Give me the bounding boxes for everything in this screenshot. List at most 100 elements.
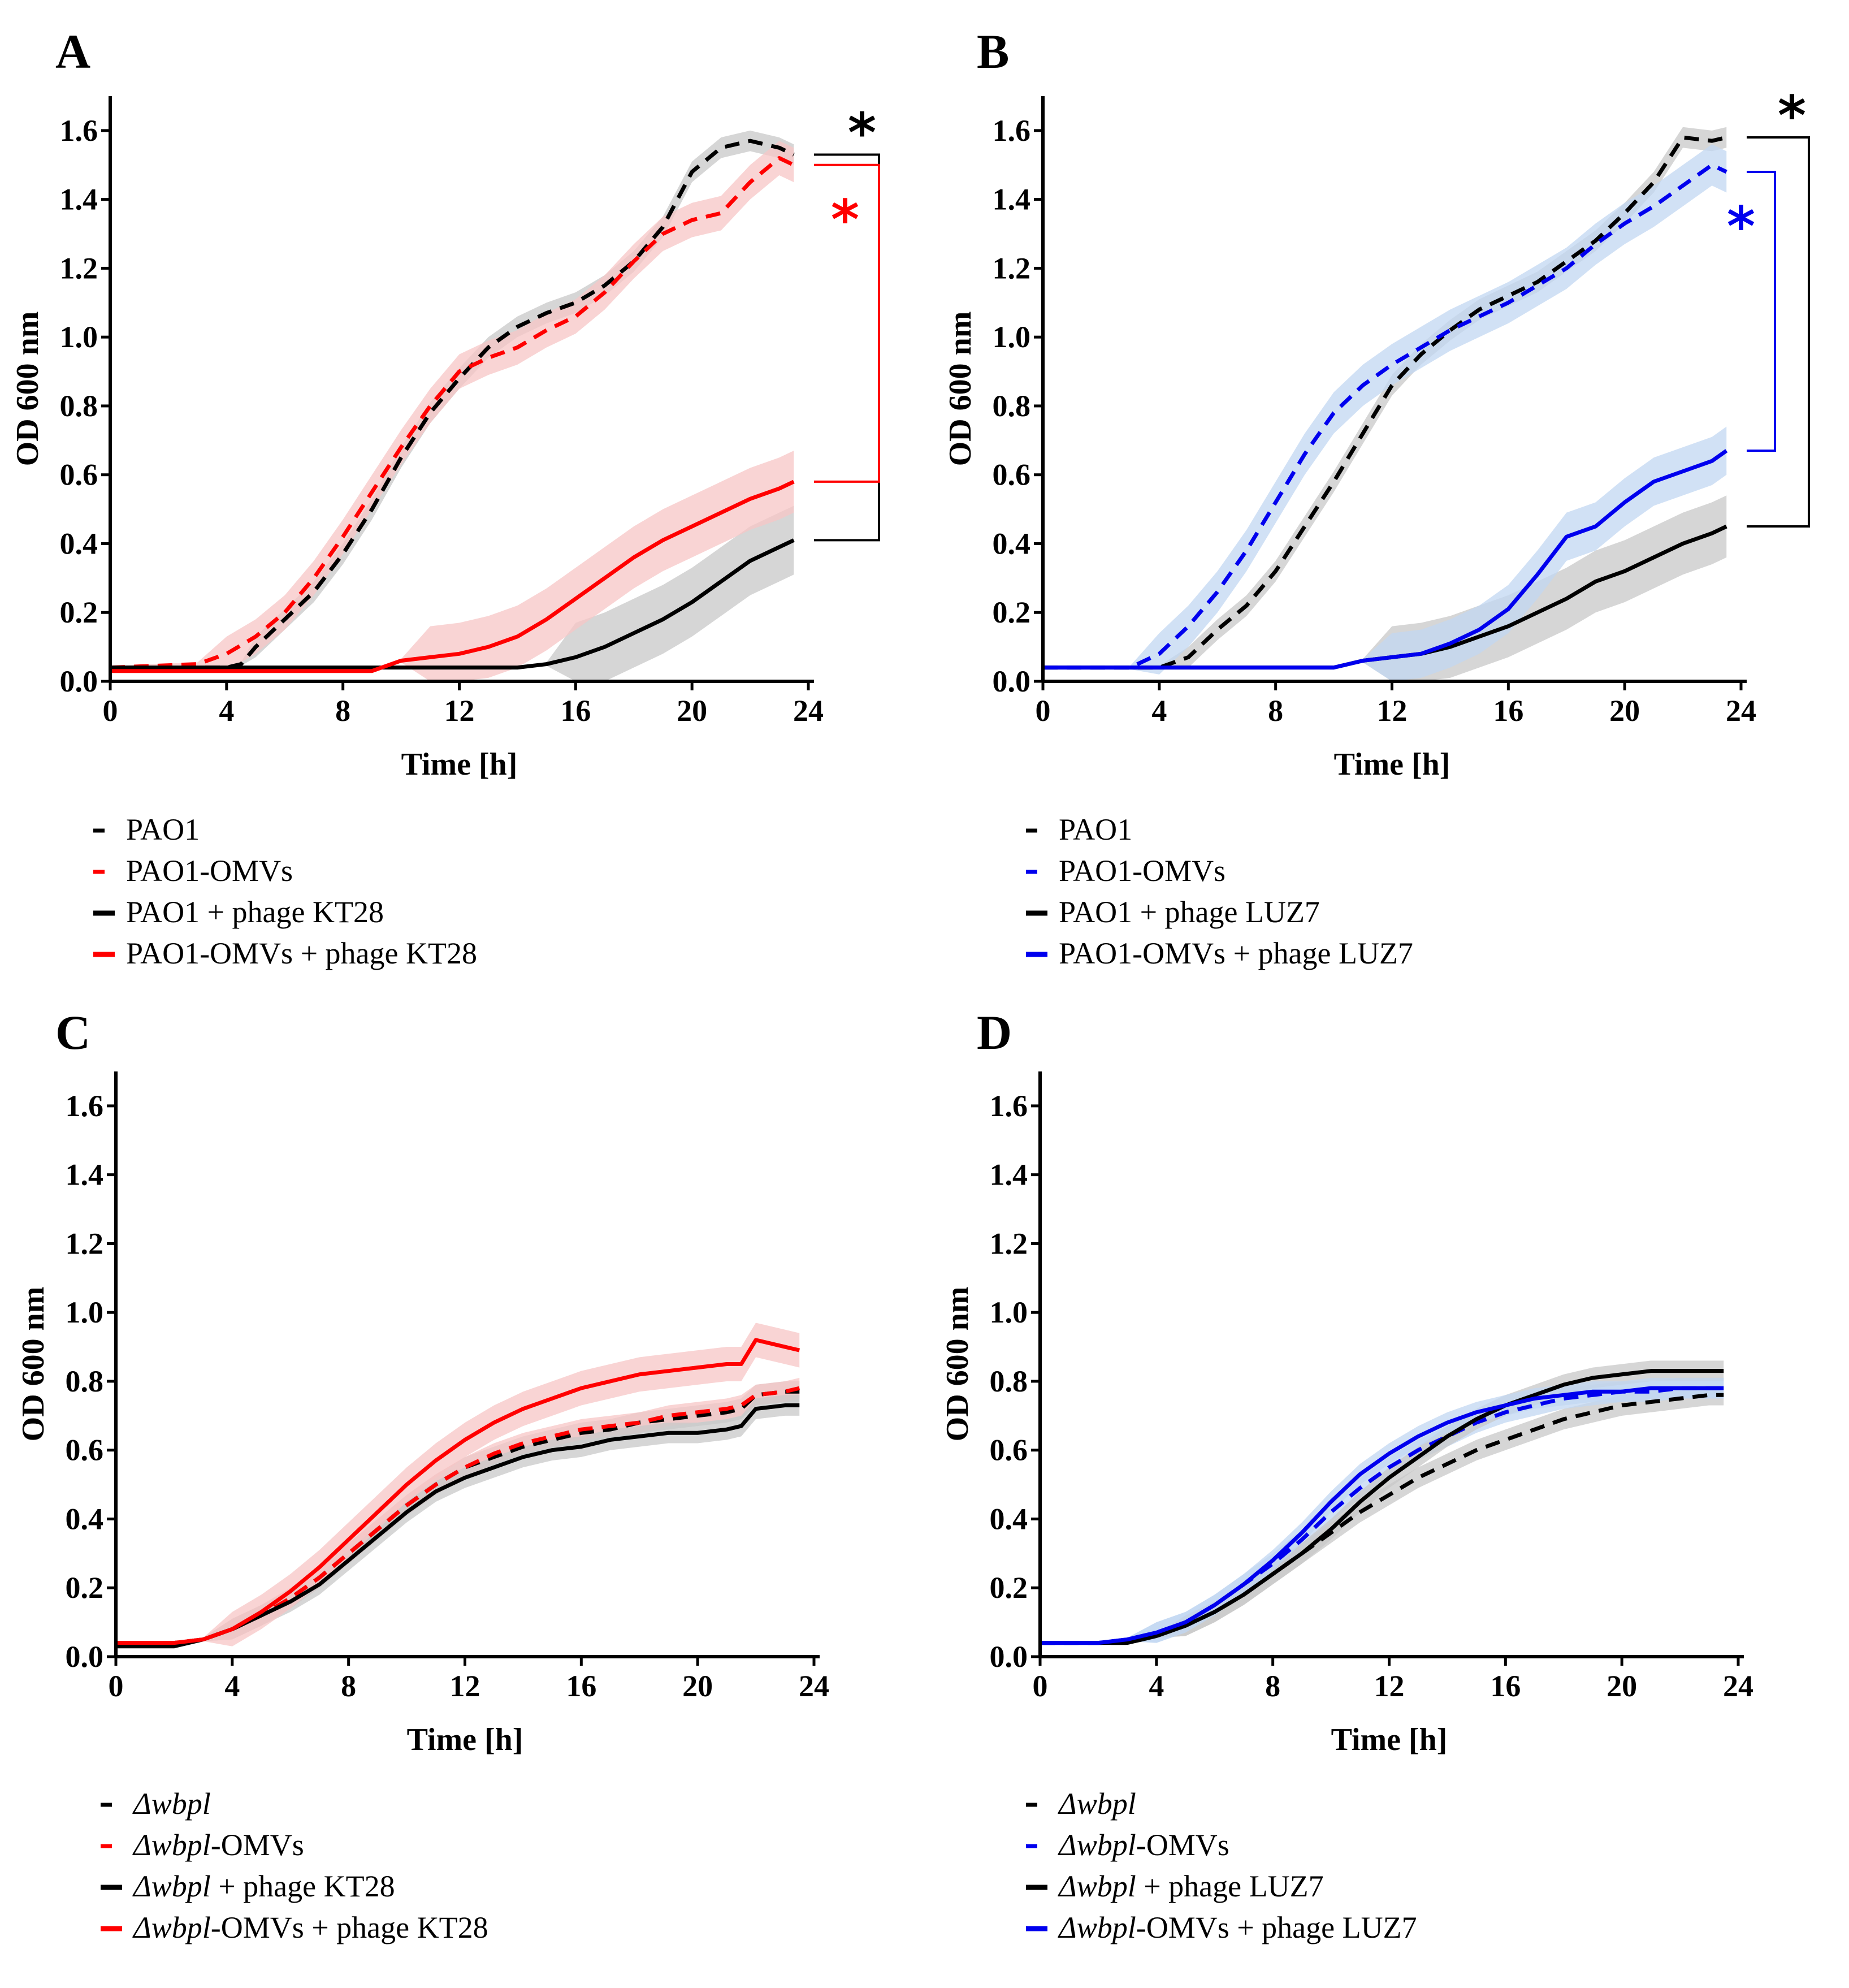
panel-a-y-tick-label: 1.4 bbox=[60, 183, 98, 217]
legend-label-text: -OMVs + phage KT28 bbox=[211, 1911, 488, 1944]
legend-label-text: PAO1 + phage LUZ7 bbox=[1059, 895, 1320, 929]
panel-a-y-tick-label: 1.2 bbox=[60, 251, 98, 285]
panel-a-legend: PAO1 PAO1-OMVs PAO1 + phage KT28 PAO1-OMVs … bbox=[93, 813, 477, 970]
legend-label: PAO1-OMVs + phage LUZ7 bbox=[1059, 936, 1413, 970]
legend-label-text: PAO1 + phage KT28 bbox=[126, 895, 384, 929]
legend-label-italic: Δwbpl bbox=[132, 1828, 211, 1862]
panel-a-band-pao1-omvs bbox=[110, 141, 794, 671]
legend-label-text: + phage LUZ7 bbox=[1136, 1869, 1324, 1903]
panel-b-x-tick-label: 12 bbox=[1377, 694, 1408, 728]
panel-b-band-pao1-phage-luz7 bbox=[1043, 495, 1727, 681]
legend-label: PAO1 + phage LUZ7 bbox=[1059, 895, 1320, 929]
legend-label-text: PAO1 bbox=[1059, 813, 1132, 846]
panel-b-line-pao1-omvs-phage-luz7 bbox=[1043, 449, 1728, 670]
panel-c-legend-item: Δwbpl-OMVs bbox=[101, 1828, 304, 1862]
legend-label-italic: Δwbpl bbox=[132, 1911, 211, 1944]
panel-b-significance-star: * bbox=[1727, 195, 1755, 258]
panel-d-y-tick-label: 0.8 bbox=[990, 1364, 1028, 1398]
panel-a-line-pao1-omvs-phage-kt28 bbox=[110, 479, 795, 673]
panel-b-y-tick-label: 0.2 bbox=[993, 595, 1031, 629]
panel-d-x-axis-title: Time [h] bbox=[1331, 1722, 1448, 1757]
panel-a-significance-star: * bbox=[831, 188, 859, 252]
panel-d-plot: 0 4 8 12 16 20 24 0.0 0.2 0.4 0.6 0.8 1.0 1.2 1.4 1.6 Ti… bbox=[940, 1071, 1753, 1757]
panel-a-plot: 0 4 8 12 16 20 24 0.0 0.2 0.4 0.6 0.8 1.0 1.2 1.4 1.6 Ti… bbox=[10, 96, 880, 782]
panel-b-line-pao1-omvs bbox=[1043, 163, 1727, 670]
panel-d-y-tick-label: 1.2 bbox=[990, 1226, 1028, 1260]
panel-a-y-axis-title: OD 600 nm bbox=[10, 312, 45, 466]
legend-label-text: PAO1-OMVs bbox=[126, 854, 293, 888]
panel-c-x-tick-label: 0 bbox=[109, 1669, 124, 1703]
panel-c-x-tick-label: 20 bbox=[682, 1669, 713, 1703]
panel-a-line-pao1-phage-kt28 bbox=[110, 538, 795, 670]
legend-label: PAO1-OMVs bbox=[1059, 854, 1226, 888]
legend-label-text: PAO1-OMVs + phage KT28 bbox=[126, 936, 477, 970]
panel-c-y-tick-label: 0.4 bbox=[66, 1502, 104, 1536]
panel-c-x-tick-label: 4 bbox=[224, 1669, 240, 1703]
legend-label: Δwbpl-OMVs + phage LUZ7 bbox=[1058, 1911, 1417, 1944]
panel-c-legend-item: Δwbpl bbox=[101, 1787, 211, 1821]
panel-b-band-pao1-omvs bbox=[1043, 144, 1727, 675]
panel-b-legend: PAO1 PAO1-OMVs PAO1 + phage LUZ7 PAO1-OMVs … bbox=[1026, 813, 1413, 970]
panel-b-legend-item: PAO1-OMVs + phage LUZ7 bbox=[1026, 936, 1413, 970]
panel-b: B 0 4 8 12 16 20 24 0.0 0.2 0.4 0.6 0.8 1.0 1.2 1.4 1.6… bbox=[943, 24, 1810, 970]
panel-d-x-tick-label: 24 bbox=[1723, 1669, 1753, 1703]
legend-label: Δwbpl + phage LUZ7 bbox=[1058, 1869, 1324, 1903]
legend-label-italic: Δwbpl bbox=[1058, 1787, 1136, 1821]
panel-b-legend-item: PAO1 + phage LUZ7 bbox=[1026, 895, 1320, 929]
panel-d-y-axis-title: OD 600 nm bbox=[940, 1287, 975, 1442]
panel-a-legend-item: PAO1-OMVs bbox=[93, 854, 293, 888]
panel-b-x-tick-label: 4 bbox=[1151, 694, 1167, 728]
panel-a-y-tick-label: 0.8 bbox=[60, 389, 98, 423]
panel-d-y-tick-label: 0.6 bbox=[990, 1433, 1028, 1467]
panel-a-y-tick-label: 0.2 bbox=[60, 595, 98, 629]
panel-d-x-tick-label: 16 bbox=[1490, 1669, 1521, 1703]
legend-label-italic: Δwbpl bbox=[1058, 1869, 1136, 1903]
legend-label-text: -OMVs bbox=[1136, 1828, 1229, 1862]
panel-c-band-wbpl-omvs-phage-kt28 bbox=[116, 1323, 800, 1646]
panel-d-y-tick-label: 0.0 bbox=[990, 1640, 1028, 1674]
panel-a-legend-item: PAO1-OMVs + phage KT28 bbox=[93, 936, 477, 970]
panel-c-y-tick-label: 1.2 bbox=[66, 1226, 104, 1260]
legend-label-text: -OMVs bbox=[211, 1828, 304, 1862]
panel-c-legend-item: Δwbpl-OMVs + phage KT28 bbox=[101, 1911, 488, 1944]
panel-d-legend-item: Δwbpl-OMVs + phage LUZ7 bbox=[1026, 1911, 1417, 1944]
panel-a-x-tick-label: 12 bbox=[444, 694, 475, 728]
panel-d-legend-item: Δwbpl-OMVs bbox=[1026, 1828, 1229, 1862]
panel-c-x-tick-label: 8 bbox=[341, 1669, 356, 1703]
panel-b-y-tick-label: 0.6 bbox=[993, 458, 1031, 492]
panel-c-x-tick-label: 24 bbox=[799, 1669, 829, 1703]
panel-b-significance-star: * bbox=[1778, 84, 1806, 148]
panel-a-letter: A bbox=[55, 24, 90, 79]
panel-b-significance-bracket bbox=[1747, 170, 1776, 452]
legend-label: Δwbpl bbox=[132, 1787, 211, 1821]
panel-d-legend-item: Δwbpl + phage LUZ7 bbox=[1026, 1869, 1324, 1903]
panel-b-x-tick-label: 0 bbox=[1036, 694, 1051, 728]
legend-label-italic: Δwbpl bbox=[132, 1787, 211, 1821]
panel-c-y-tick-label: 0.0 bbox=[66, 1640, 104, 1674]
panel-a-x-tick-label: 24 bbox=[793, 694, 824, 728]
panel-b-significance-bracket bbox=[1747, 136, 1810, 528]
panel-a-x-tick-label: 0 bbox=[103, 694, 118, 728]
panel-b-line-pao1 bbox=[1043, 135, 1727, 670]
panel-b-y-tick-label: 1.2 bbox=[993, 251, 1031, 285]
panel-a-line-pao1 bbox=[110, 139, 795, 670]
panel-d-x-tick-label: 0 bbox=[1033, 1669, 1048, 1703]
panel-a-significance-bracket bbox=[814, 163, 880, 483]
panel-d-band-wbpl bbox=[1040, 1385, 1724, 1645]
panel-a-legend-item: PAO1 + phage KT28 bbox=[93, 895, 384, 929]
panel-d-y-tick-label: 0.2 bbox=[990, 1571, 1028, 1605]
panel-d-x-tick-label: 12 bbox=[1374, 1669, 1405, 1703]
panel-c-band-wbpl-phage-kt28 bbox=[116, 1395, 800, 1648]
legend-label: Δwbpl + phage KT28 bbox=[132, 1869, 395, 1903]
panel-c-letter: C bbox=[55, 1005, 90, 1060]
panel-c-y-axis-title: OD 600 nm bbox=[16, 1287, 51, 1442]
panel-b-x-tick-label: 20 bbox=[1609, 694, 1640, 728]
panel-b-y-tick-label: 0.0 bbox=[993, 664, 1031, 698]
legend-label-text: PAO1 bbox=[126, 813, 200, 846]
panel-a-x-tick-label: 8 bbox=[335, 694, 350, 728]
panel-d-x-tick-label: 8 bbox=[1265, 1669, 1280, 1703]
panel-a-x-tick-label: 16 bbox=[560, 694, 591, 728]
panel-c-y-tick-label: 0.6 bbox=[66, 1433, 104, 1467]
